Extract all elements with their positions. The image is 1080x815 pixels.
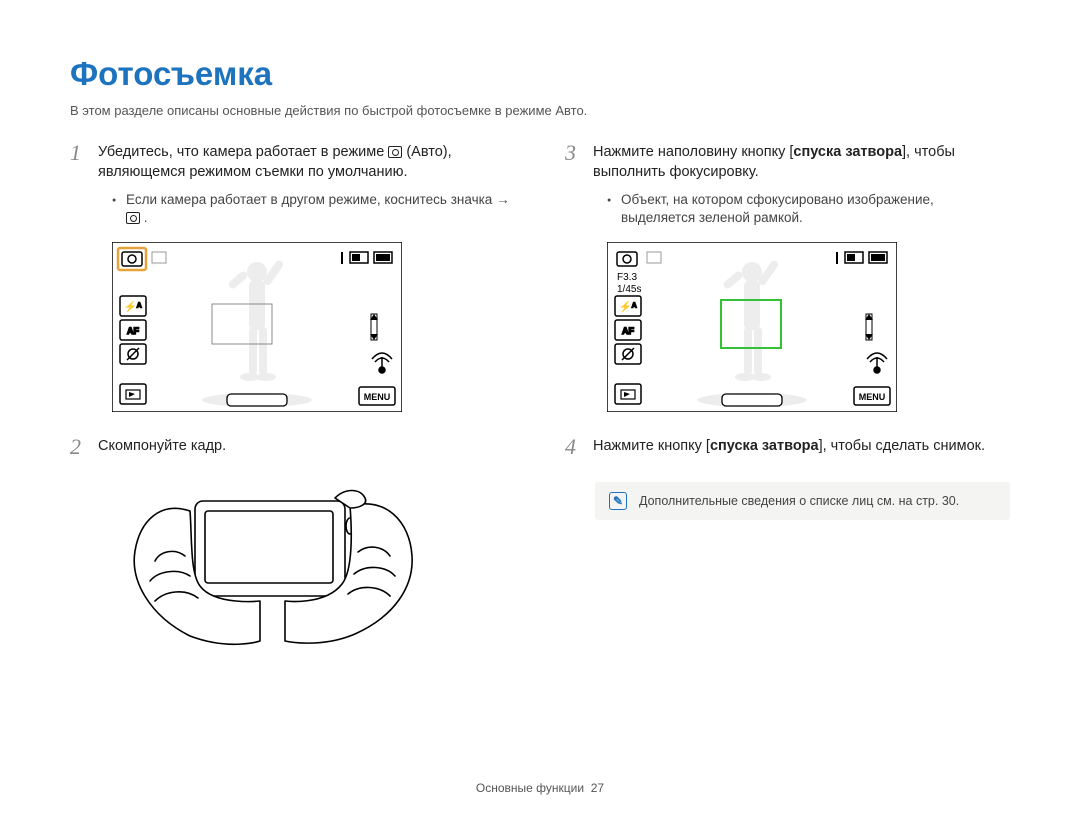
step-number: 3: [565, 142, 583, 164]
page-footer: Основные функции 27: [0, 781, 1080, 795]
svg-text:⚡ᴬ: ⚡ᴬ: [619, 300, 636, 313]
svg-text:⚡ᴬ: ⚡ᴬ: [124, 300, 141, 313]
step-1-pre: Убедитесь, что камера работает в режиме: [98, 144, 388, 160]
info-note: ✎ Дополнительные сведения о списке лиц с…: [595, 482, 1010, 520]
svg-text:MENU: MENU: [364, 392, 391, 402]
content-columns: 1 Убедитесь, что камера работает в режим…: [70, 142, 1010, 680]
shutter-label: 1/45s: [617, 284, 641, 295]
note-text: Дополнительные сведения о списке лиц см.…: [639, 494, 959, 508]
step-number: 1: [70, 142, 88, 164]
step-1: 1 Убедитесь, что камера работает в режим…: [70, 142, 515, 412]
step-2-text: Скомпонуйте кадр.: [98, 436, 226, 456]
camera-screen-2: F3.3 1/45s ⚡ᴬ AF: [607, 242, 897, 412]
step-1-text: Убедитесь, что камера работает в режиме …: [98, 142, 515, 183]
footer-label: Основные функции: [476, 781, 584, 795]
step-3-bullet: Объект, на котором сфокусировано изображ…: [607, 191, 1010, 229]
svg-text:AF: AF: [127, 326, 139, 336]
step-4: 4 Нажмите кнопку [спуска затвора], чтобы…: [565, 436, 1010, 458]
left-column: 1 Убедитесь, что камера работает в режим…: [70, 142, 515, 680]
step-4-text: Нажмите кнопку [спуска затвора], чтобы с…: [593, 436, 985, 456]
info-icon: ✎: [609, 492, 627, 510]
step-2: 2 Скомпонуйте кадр.: [70, 436, 515, 656]
camera-screen-1: ⚡ᴬ AF: [112, 242, 402, 412]
hands-holding-camera-illustration: [100, 466, 430, 656]
page-title: Фотосъемка: [70, 55, 1010, 93]
step-number: 4: [565, 436, 583, 458]
right-column: 3 Нажмите наполовину кнопку [спуска затв…: [565, 142, 1010, 680]
svg-text:AF: AF: [622, 326, 634, 336]
step-number: 2: [70, 436, 88, 458]
step-1-bullet: Если камера работает в другом режиме, ко…: [112, 191, 515, 229]
step-3-text: Нажмите наполовину кнопку [спуска затвор…: [593, 142, 1010, 183]
intro-text: В этом разделе описаны основные действия…: [70, 103, 1010, 118]
aperture-label: F3.3: [617, 272, 637, 283]
camera-icon: [388, 146, 402, 158]
footer-page-number: 27: [591, 781, 604, 795]
camera-icon: [126, 212, 140, 224]
step-3: 3 Нажмите наполовину кнопку [спуска затв…: [565, 142, 1010, 412]
svg-text:MENU: MENU: [859, 392, 886, 402]
